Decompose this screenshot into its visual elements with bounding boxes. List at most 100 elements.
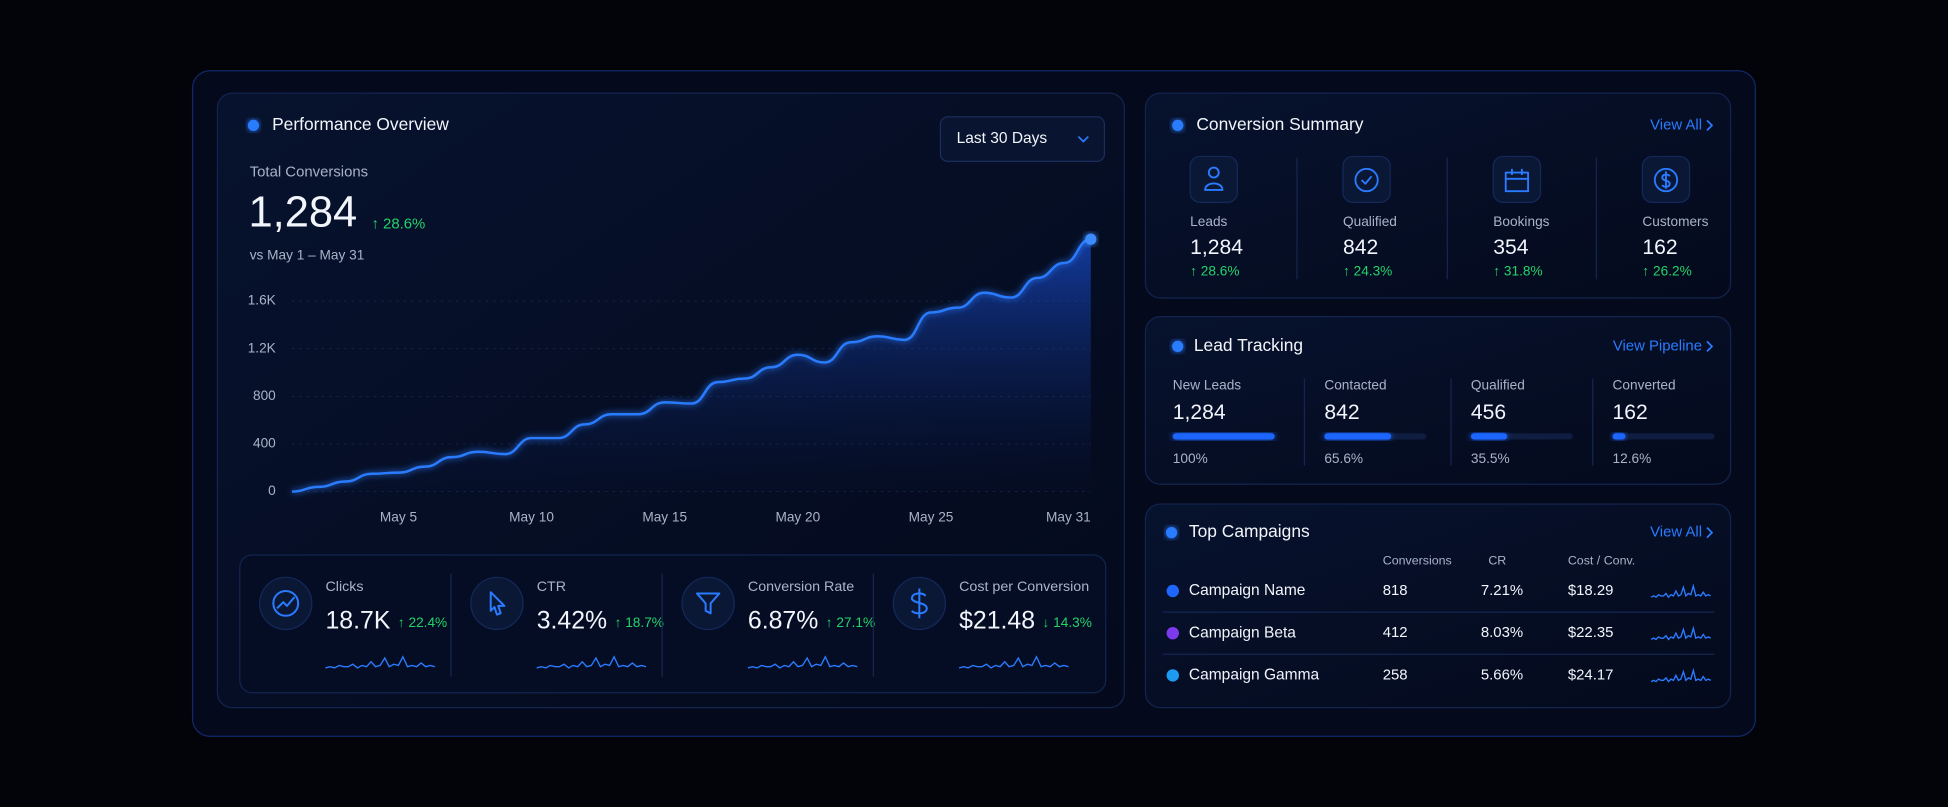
y-tick-label: 1.2K xyxy=(248,340,276,355)
card-link[interactable]: View Pipeline xyxy=(1613,338,1702,354)
kpi-sparkline xyxy=(747,655,858,669)
progress-bar xyxy=(1172,433,1275,440)
kpi-sparkline xyxy=(536,655,647,669)
range-dropdown[interactable] xyxy=(939,116,1106,163)
kpi-icon xyxy=(695,592,721,615)
kpi-label: CTR xyxy=(537,579,566,595)
kpi-strip xyxy=(239,554,1107,694)
stage-value: 1,284 xyxy=(1173,401,1226,424)
campaign-cell: 258 xyxy=(1383,667,1408,683)
x-tick-label: May 10 xyxy=(509,509,554,524)
summary-label: Bookings xyxy=(1493,214,1549,229)
card-link[interactable]: View All xyxy=(1650,117,1702,133)
status-dot xyxy=(247,119,260,131)
y-tick-label: 400 xyxy=(253,436,276,451)
x-tick-label: May 25 xyxy=(909,509,954,524)
stage-share: 65.6% xyxy=(1324,451,1363,466)
summary-icon xyxy=(1204,166,1224,191)
campaign-name: Campaign Gamma xyxy=(1189,666,1320,683)
chevron-icon xyxy=(1706,340,1714,352)
progress-bar xyxy=(1612,433,1626,440)
summary-change: ↑ 24.3% xyxy=(1343,264,1392,279)
kpi-value: 3.42% xyxy=(537,608,607,635)
campaign-name: Campaign Name xyxy=(1189,582,1305,599)
campaign-dot xyxy=(1166,669,1179,682)
campaign-cell: $18.29 xyxy=(1568,583,1614,599)
card-link[interactable]: View All xyxy=(1650,525,1702,541)
y-tick-label: 0 xyxy=(268,483,276,498)
status-dot xyxy=(1165,527,1178,539)
conversion-summary-card xyxy=(1144,92,1732,299)
stage-share: 35.5% xyxy=(1471,451,1510,466)
summary-label: Leads xyxy=(1190,214,1227,229)
stage-label: Qualified xyxy=(1471,378,1525,393)
summary-change: ↑ 31.8% xyxy=(1493,264,1542,279)
summary-value: 842 xyxy=(1343,236,1378,259)
status-dot xyxy=(1172,340,1184,352)
kpi-value: 18.7K xyxy=(325,608,390,635)
campaign-cell: 5.66% xyxy=(1481,667,1523,683)
card-title: Lead Tracking xyxy=(1194,335,1303,355)
metric-value: 1,284 xyxy=(248,188,357,236)
summary-icon xyxy=(1504,168,1530,193)
campaign-cell: 818 xyxy=(1383,583,1408,599)
card-title: Performance Overview xyxy=(272,114,449,134)
top-campaigns-card xyxy=(1144,503,1732,709)
card-title: Conversion Summary xyxy=(1196,114,1363,134)
summary-value: 1,284 xyxy=(1190,236,1243,259)
kpi-sparkline xyxy=(325,655,435,669)
campaign-cell: 8.03% xyxy=(1481,625,1523,641)
kpi-change: ↑ 27.1% xyxy=(826,615,875,630)
column-header: CR xyxy=(1488,553,1506,567)
kpi-change: ↑ 18.7% xyxy=(615,615,664,630)
x-tick-label: May 31 xyxy=(1046,509,1091,524)
campaign-name: Campaign Beta xyxy=(1189,624,1296,641)
kpi-change: ↑ 22.4% xyxy=(398,615,447,630)
summary-icon xyxy=(1653,167,1679,193)
column-header: Conversions xyxy=(1383,553,1452,567)
kpi-icon-bg xyxy=(681,576,735,631)
campaign-sparkline xyxy=(1650,583,1712,599)
campaign-cell: 7.21% xyxy=(1481,583,1523,599)
dropdown-chevron xyxy=(1077,135,1089,143)
metric-label: Total Conversions xyxy=(250,165,368,181)
kpi-change: ↓ 14.3% xyxy=(1043,615,1092,630)
summary-icon xyxy=(1354,167,1379,193)
campaign-sparkline xyxy=(1650,667,1712,683)
summary-label: Qualified xyxy=(1343,214,1397,229)
card-title: Top Campaigns xyxy=(1189,521,1310,541)
stage-share: 100% xyxy=(1173,451,1208,466)
stage-share: 12.6% xyxy=(1613,451,1652,466)
progress-track xyxy=(1612,433,1715,440)
stage-value: 456 xyxy=(1471,401,1506,424)
performance-card xyxy=(216,92,1125,709)
campaign-dot xyxy=(1166,584,1179,598)
kpi-icon-bg xyxy=(470,576,524,631)
campaign-dot xyxy=(1166,626,1179,640)
summary-value: 162 xyxy=(1642,236,1677,259)
kpi-value: $21.48 xyxy=(959,608,1035,635)
progress-bar xyxy=(1470,433,1508,440)
stage-value: 162 xyxy=(1613,401,1648,424)
metric-period: vs May 1 – May 31 xyxy=(250,247,365,262)
campaign-cell: $24.17 xyxy=(1568,667,1614,683)
kpi-label: Clicks xyxy=(325,579,363,595)
stage-label: New Leads xyxy=(1173,378,1242,393)
kpi-icon-ring xyxy=(272,589,300,617)
chevron-icon xyxy=(1706,527,1714,539)
y-tick-label: 1.6K xyxy=(248,293,276,308)
stage-label: Contacted xyxy=(1324,378,1386,393)
summary-icon-bg xyxy=(1189,155,1238,203)
campaign-cell: 412 xyxy=(1383,625,1408,641)
area-fill xyxy=(291,239,1091,492)
x-tick-label: May 5 xyxy=(380,509,418,524)
summary-change: ↑ 28.6% xyxy=(1190,264,1239,279)
end-point xyxy=(1085,233,1097,245)
campaign-sparkline xyxy=(1650,625,1712,641)
stage-value: 842 xyxy=(1324,401,1359,424)
summary-value: 354 xyxy=(1493,236,1528,259)
dropdown-label: Last 30 Days xyxy=(957,130,1048,147)
x-tick-label: May 20 xyxy=(775,509,820,524)
summary-label: Customers xyxy=(1642,214,1708,229)
